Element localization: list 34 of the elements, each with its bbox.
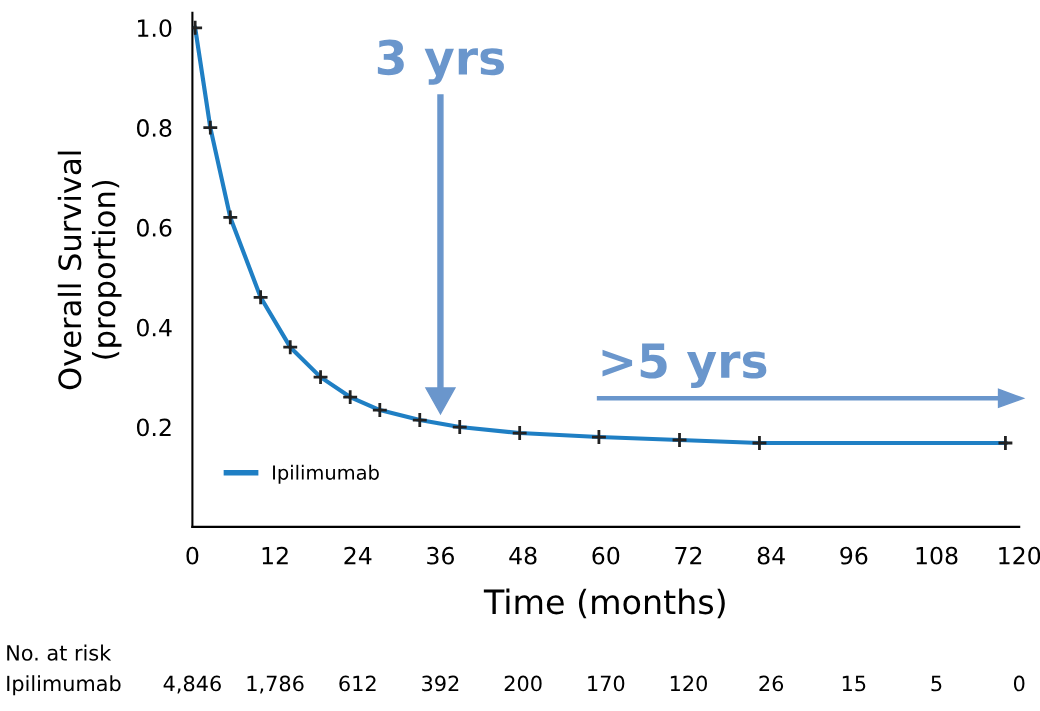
- x-tick-label: 24: [344, 546, 372, 565]
- x-axis-title: Time (months): [483, 588, 725, 619]
- text: 392: [422, 675, 459, 692]
- text: 1,786: [247, 675, 304, 694]
- text: Ipilimumab: [7, 675, 121, 696]
- text: 5: [931, 675, 942, 692]
- text: 170: [588, 675, 625, 692]
- text: 4,846: [163, 675, 221, 694]
- y-tick-label: 0.8: [136, 119, 172, 137]
- x-tick-label: 48: [509, 546, 537, 565]
- y-tick-label: 0.4: [136, 318, 172, 337]
- annotation: >5 yrs: [602, 343, 767, 389]
- x-tick-label: 72: [675, 546, 702, 565]
- text: 0: [1013, 675, 1025, 692]
- legend-label: Ipilimumab: [273, 464, 379, 484]
- y-tick-label: 1.0: [138, 19, 172, 38]
- text: 120: [670, 675, 707, 692]
- x-tick-label: 12: [262, 546, 288, 565]
- annotation: 3 yrs: [377, 39, 504, 85]
- x-tick-label: 96: [840, 546, 868, 565]
- text: 26: [759, 675, 784, 692]
- x-tick-label: 0: [186, 546, 199, 565]
- x-tick-label: 84: [757, 546, 785, 565]
- text: 15: [842, 675, 866, 692]
- y-tick-label: 0.2: [136, 418, 171, 437]
- x-tick-label: 120: [999, 546, 1040, 565]
- y-tick-label: 0.6: [136, 218, 172, 237]
- text: 200: [504, 675, 542, 692]
- x-tick-label: 108: [916, 546, 958, 565]
- x-tick-label: 36: [427, 546, 454, 565]
- x-tick-label: 60: [592, 546, 620, 565]
- text: 612: [339, 675, 376, 692]
- text: No. at risk: [7, 644, 112, 661]
- y-axis-title: Overall Survival (proportion): [57, 151, 122, 390]
